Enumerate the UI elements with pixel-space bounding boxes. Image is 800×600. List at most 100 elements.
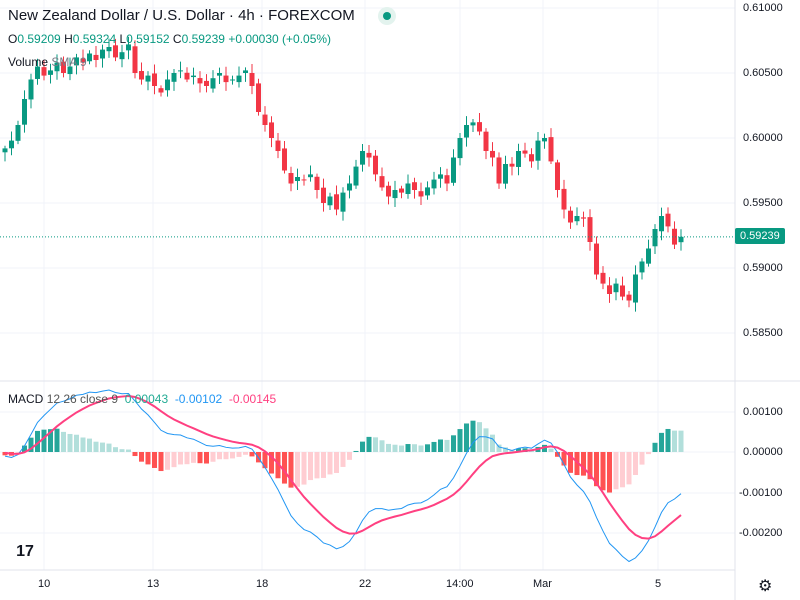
candle-body	[61, 61, 66, 73]
macd-histogram-bar	[425, 444, 430, 452]
time-tick: Mar	[533, 578, 552, 590]
candle-body	[509, 163, 515, 167]
macd-histogram-bar	[139, 452, 144, 462]
macd-histogram-bar	[184, 452, 190, 465]
macd-histogram-bar	[126, 449, 131, 452]
candle-body	[171, 73, 177, 82]
high-value: 0.59324	[72, 32, 117, 46]
macd-histogram-bar	[581, 452, 586, 476]
candle-body	[574, 216, 580, 222]
candle-body	[197, 78, 203, 84]
candle-body	[87, 53, 92, 62]
candle-body	[35, 66, 40, 79]
candle-body	[678, 236, 684, 243]
settings-gear-icon[interactable]: ⚙	[758, 578, 773, 595]
candle-body	[438, 174, 443, 179]
macd-histogram-bar	[503, 447, 508, 452]
macd-params: 12 26 close 9	[46, 392, 119, 406]
candle-body	[262, 114, 268, 125]
macd-histogram-bar	[178, 452, 183, 465]
candle-body	[295, 177, 300, 182]
macd-histogram-bar	[626, 452, 632, 485]
macd-histogram-bar	[249, 452, 255, 457]
time-tick: 14:00	[446, 578, 474, 590]
macd-tick: -0.00200	[739, 527, 783, 539]
candle-body	[587, 217, 593, 242]
macd-histogram-bar	[282, 452, 287, 484]
macd-histogram-bar	[587, 452, 593, 480]
macd-histogram-bar	[496, 444, 502, 452]
candle-body	[243, 70, 248, 74]
candle-body	[327, 196, 333, 206]
macd-histogram-bar	[262, 452, 268, 469]
macd-histogram-bar	[191, 452, 196, 463]
macd-legend[interactable]: MACD 12 26 close 9 0.00043 -0.00102 -0.0…	[8, 392, 276, 406]
price-tick: 0.60000	[743, 132, 783, 144]
macd-histogram-bar	[620, 452, 625, 488]
symbol-title[interactable]: New Zealand Dollar / U.S. Dollar · 4h · …	[8, 7, 355, 24]
candle-body	[672, 228, 677, 245]
candle-body	[366, 152, 372, 158]
macd-histogram-bar	[197, 452, 203, 464]
candle-body	[210, 78, 216, 89]
macd-histogram-bar	[470, 420, 476, 452]
candle-body	[223, 75, 229, 83]
macd-histogram-bar	[418, 445, 424, 452]
macd-histogram-bar	[275, 452, 281, 479]
candle-body	[152, 73, 157, 86]
candle-body	[464, 125, 469, 138]
macd-histogram-bar	[600, 452, 606, 491]
candle-body	[48, 70, 53, 75]
macd-line-value: -0.00102	[174, 392, 223, 406]
macd-histogram-bar	[106, 443, 112, 452]
candle-body	[178, 70, 183, 72]
macd-histogram-bar	[412, 444, 417, 452]
close-value: 0.59239	[181, 32, 225, 46]
macd-histogram-bar	[438, 439, 443, 452]
macd-histogram-bar	[366, 436, 372, 452]
candle-body	[353, 166, 359, 186]
macd-histogram-bar	[659, 432, 664, 452]
macd-histogram-bar	[334, 452, 339, 473]
candle-body	[145, 75, 151, 82]
candle-body	[15, 125, 21, 141]
macd-histogram-bar	[54, 428, 60, 452]
candle-body	[490, 150, 495, 158]
open-value: 0.59209	[17, 32, 61, 46]
candle-body	[236, 75, 242, 83]
macd-histogram-bar	[230, 452, 235, 459]
macd-line	[4, 389, 682, 563]
candle-body	[106, 47, 112, 52]
candle-body	[2, 148, 8, 153]
candle-body	[282, 148, 287, 171]
candle-body	[80, 58, 86, 63]
high-label: H	[64, 32, 73, 46]
macd-histogram-bar	[113, 447, 118, 452]
macd-histogram-bar	[379, 440, 385, 452]
tradingview-logo[interactable]: 17	[8, 538, 42, 566]
candle-body	[477, 122, 482, 132]
macd-histogram-bar	[516, 448, 521, 452]
macd-histogram-bar	[295, 452, 300, 487]
price-tick: 0.58500	[743, 327, 783, 339]
macd-histogram-bar	[405, 444, 411, 452]
macd-histogram-bar	[353, 450, 359, 452]
candle-body	[100, 49, 105, 59]
candle-body	[113, 45, 118, 58]
candle-body	[139, 71, 144, 80]
candle-body	[119, 52, 125, 60]
macd-histogram-bar	[171, 452, 177, 468]
macd-histogram-bar	[210, 452, 216, 462]
macd-histogram-bar	[568, 452, 573, 473]
candle-body	[431, 179, 437, 189]
macd-histogram-bar	[145, 452, 151, 465]
macd-histogram-bar	[22, 445, 27, 452]
price-tick: 0.59000	[743, 262, 783, 274]
candle-body	[9, 140, 14, 149]
price-tick: 0.60500	[743, 67, 783, 79]
macd-histogram-bar	[132, 452, 138, 457]
volume-legend[interactable]: Volume SMA 9	[8, 55, 87, 69]
candle-body	[483, 131, 489, 151]
macd-histogram-bar	[607, 452, 612, 493]
